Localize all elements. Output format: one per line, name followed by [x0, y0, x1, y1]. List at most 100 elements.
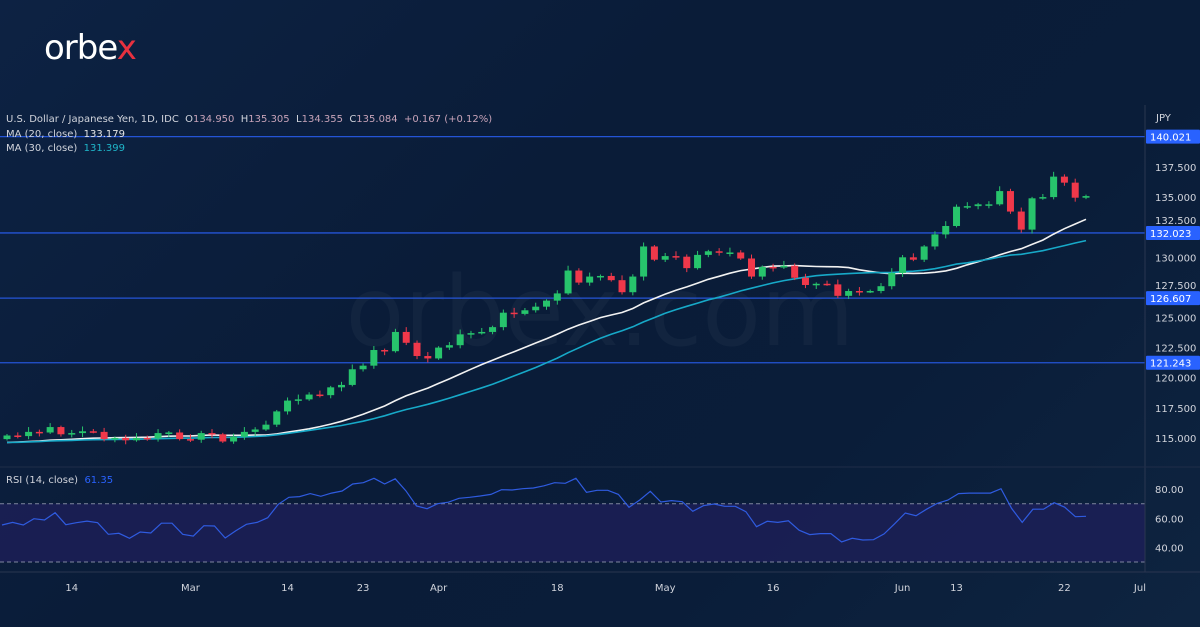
candle	[1071, 178, 1079, 202]
candle	[176, 429, 184, 441]
candle-body-up	[1050, 176, 1058, 198]
candle-body-up	[963, 206, 971, 208]
candle	[3, 434, 11, 441]
candle	[391, 328, 399, 353]
candle	[262, 420, 270, 431]
ma20-value: 133.179	[83, 129, 126, 140]
price-tick-label: 120.000	[1155, 374, 1196, 385]
candle-body-up	[251, 429, 259, 432]
candle	[381, 348, 389, 356]
candle-body-up	[445, 345, 453, 348]
candle-body-down	[1006, 191, 1014, 212]
candle	[100, 427, 108, 442]
candle	[521, 307, 529, 316]
candle	[974, 202, 982, 210]
candle	[46, 423, 54, 434]
candle	[834, 279, 842, 299]
price-tick-label: 130.000	[1155, 253, 1196, 264]
candle	[478, 327, 486, 335]
candle-body-down	[381, 350, 389, 352]
candle	[877, 283, 885, 294]
candle-body-up	[197, 433, 205, 440]
candle	[1006, 188, 1014, 214]
candle	[694, 250, 702, 270]
candle-body-up	[553, 293, 561, 301]
candle-body-up	[132, 437, 140, 441]
candle-body-down	[1017, 211, 1025, 230]
candle	[499, 309, 507, 331]
candle	[575, 268, 583, 285]
candle	[186, 434, 194, 442]
candle	[683, 254, 691, 273]
candle-body-up	[79, 431, 87, 434]
candle	[661, 252, 669, 262]
candle-body-up	[877, 286, 885, 292]
candle-body-down	[618, 280, 626, 293]
candle-body-up	[640, 246, 648, 277]
candle	[230, 433, 238, 444]
candle-body-up	[661, 256, 669, 260]
candle	[294, 394, 302, 405]
candle	[618, 275, 626, 295]
candle	[89, 428, 97, 434]
price-tick-label: 132.500	[1155, 216, 1196, 227]
candle	[920, 245, 928, 262]
candle	[1082, 194, 1090, 200]
candle	[25, 427, 33, 440]
candle-body-up	[240, 431, 248, 437]
rsi-legend[interactable]: RSI (14, close) 61.35	[6, 475, 113, 486]
close-label: C	[349, 114, 357, 125]
candle-body-down	[89, 431, 97, 433]
candle-body-up	[532, 306, 540, 311]
candle	[543, 299, 550, 310]
ma20-legend[interactable]: MA (20, close) 133.179	[6, 129, 125, 140]
candle-body-up	[953, 206, 961, 226]
candle-body-down	[650, 246, 658, 260]
high-value: 135.305	[248, 114, 290, 125]
candle-body-up	[543, 300, 550, 307]
candle-body-down	[607, 275, 615, 281]
candle-body-up	[305, 394, 313, 400]
candle-body-up	[942, 225, 950, 235]
candle	[359, 363, 367, 372]
candle	[424, 352, 432, 363]
change-value: +0.167 (+0.12%)	[404, 114, 493, 125]
logo-accent: x	[116, 28, 137, 68]
price-tick-label: 122.500	[1155, 344, 1196, 355]
symbol-name[interactable]: U.S. Dollar / Japanese Yen, 1D, IDC	[6, 114, 179, 125]
candle	[985, 201, 993, 209]
candle-body-up	[845, 291, 853, 296]
candle-body-up	[165, 432, 173, 434]
rsi-label: RSI (14, close)	[6, 475, 79, 486]
candle-body-down	[219, 434, 227, 442]
candle	[715, 248, 723, 256]
open-label: O	[185, 114, 194, 125]
candle-body-up	[478, 331, 486, 334]
candle	[327, 385, 335, 399]
currency-label: JPY	[1155, 113, 1172, 124]
time-tick-label: 16	[767, 583, 780, 594]
symbol-legend: U.S. Dollar / Japanese Yen, 1D, IDC O134…	[6, 114, 492, 125]
candle	[154, 429, 162, 442]
candle-body-up	[996, 191, 1004, 205]
candle	[273, 409, 281, 427]
candle	[240, 427, 248, 440]
price-tick-label: 135.000	[1155, 193, 1196, 204]
candle	[143, 435, 151, 441]
candle-body-up	[294, 399, 302, 401]
candle	[467, 330, 475, 339]
level-price-label: 121.243	[1150, 359, 1191, 370]
candle	[219, 432, 227, 443]
candle	[489, 325, 497, 335]
candle-body-up	[359, 365, 367, 370]
time-tick-label: 23	[357, 583, 370, 594]
candle-body-up	[629, 276, 637, 293]
candle-body-up	[435, 347, 443, 359]
candle	[208, 429, 216, 439]
candle	[402, 327, 410, 346]
candle-body-down	[683, 256, 691, 269]
candle-body-down	[510, 312, 518, 315]
candle	[607, 272, 615, 282]
ma30-legend[interactable]: MA (30, close) 131.399	[6, 143, 125, 154]
